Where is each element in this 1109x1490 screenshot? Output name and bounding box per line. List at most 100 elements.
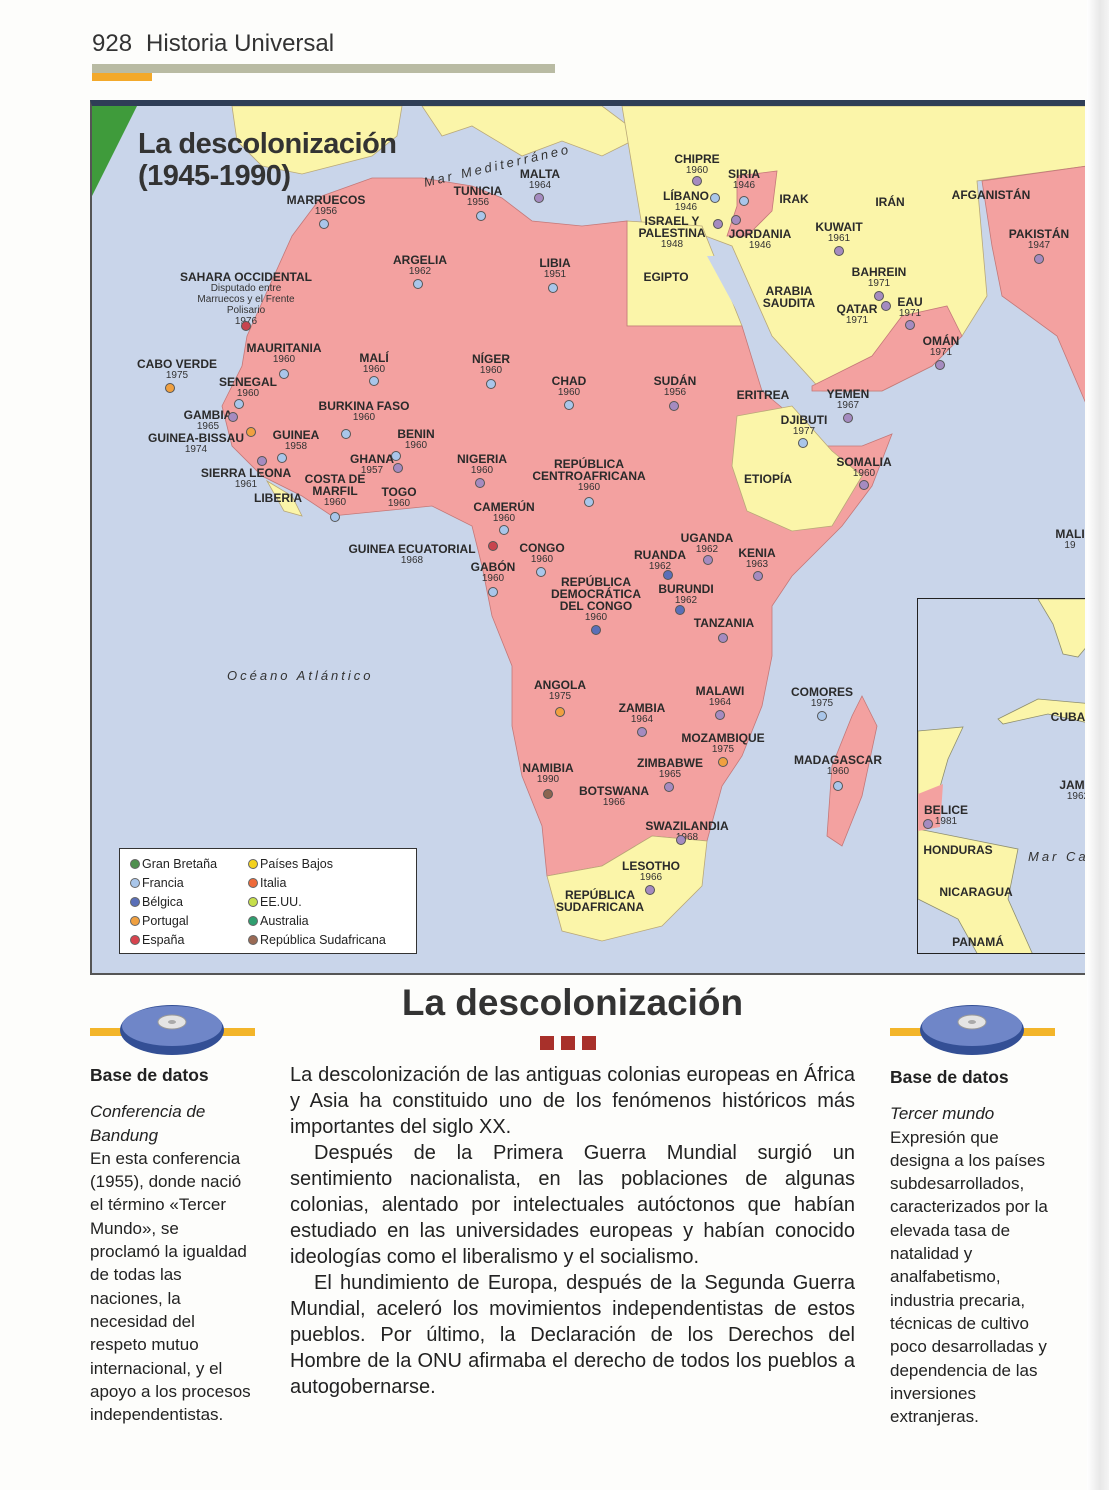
title-corner-accent: [92, 106, 137, 196]
colonizer-dot: [234, 399, 244, 409]
cd-icon: [890, 1005, 1055, 1055]
colonizer-dot: [536, 567, 546, 577]
iberia-land: [231, 106, 403, 175]
country-name: HONDURAS: [923, 843, 993, 857]
colonizer-dot: [675, 605, 685, 615]
country-label: OMÁN 1971: [923, 335, 960, 358]
country-label: BAHREIN 1971: [852, 266, 907, 289]
country-name: RUANDA: [634, 548, 686, 562]
independence-year: 1960: [530, 554, 554, 565]
country-label: SWAZILANDIA 1968: [645, 820, 728, 843]
country-label: SAHARA OCCIDENTAL Disputado entre Marruec…: [180, 271, 312, 327]
independence-year: 1946: [674, 202, 698, 213]
country-label: IRAK: [779, 193, 808, 205]
map-title-line1: La descolonización: [138, 128, 397, 160]
independence-year: 1960: [272, 354, 296, 365]
colonizer-dot: [165, 383, 175, 393]
sidebar-text: Expresión que designa a los países subde…: [890, 1127, 1048, 1427]
yucatan-land: [918, 726, 964, 800]
independence-year: 1960: [362, 364, 386, 375]
colonizer-dot: [833, 781, 843, 791]
country-name: GUINEA-BISSAU: [147, 431, 245, 445]
independence-year: 1971: [845, 315, 869, 326]
country-label: ARABIA SAUDITA: [753, 285, 825, 309]
colonizer-dot: [663, 570, 673, 580]
country-label: RUANDA 1962: [634, 549, 686, 572]
country-label: CABO VERDE 1975: [137, 358, 217, 381]
country-label: REPÚBLICA SUDAFRICANA: [545, 889, 655, 913]
country-name: BAHREIN: [851, 265, 907, 279]
sidebar-left: Base de datos Conferencia de Bandung En …: [90, 1064, 252, 1426]
independence-year: 1965: [658, 769, 682, 780]
country-name: SIRIA: [727, 167, 761, 181]
article-body: La descolonización de las antiguas colon…: [290, 1062, 855, 1400]
independence-year: 1963: [745, 559, 769, 570]
independence-year: 1990: [536, 774, 560, 785]
country-name: SUDÁN: [653, 374, 697, 388]
country-label: MOZAMBIQUE 1975: [681, 732, 764, 755]
country-label: GUINEA 1958: [273, 429, 320, 452]
country-name: BURUNDI: [658, 582, 714, 596]
country-name: UGANDA: [680, 531, 734, 545]
country-name: TOGO: [381, 485, 417, 499]
country-label: GHANA 1957: [350, 453, 394, 476]
country-name: LIBERIA: [254, 491, 302, 505]
italy-balkans-land: [421, 106, 643, 157]
independence-year: 1956: [314, 206, 338, 217]
legend-label: Portugal: [142, 914, 189, 928]
country-name: LÍBANO: [663, 189, 709, 203]
independence-year: 1964: [630, 714, 654, 725]
country-name: ARGELIA: [393, 253, 447, 267]
country-label: BENIN 1960: [397, 428, 434, 451]
colonizer-dot: [718, 757, 728, 767]
independence-year: 1971: [929, 347, 953, 358]
colonizer-dot: [499, 525, 509, 535]
country-name: MALAWI: [695, 684, 745, 698]
legend-dot-icon: [248, 878, 258, 888]
country-label: PANAMÁ: [952, 936, 1004, 948]
colonizer-dot: [645, 885, 655, 895]
sidebar-term: Conferencia de Bandung: [90, 1102, 206, 1145]
colonizer-dot: [413, 279, 423, 289]
independence-year: 1957: [360, 465, 384, 476]
independence-year: 1960: [352, 412, 376, 423]
country-name: CABO VERDE: [136, 357, 218, 371]
inset-shapes: [918, 599, 1085, 953]
colonizer-dot: [731, 215, 741, 225]
colonizer-dot: [555, 707, 565, 717]
country-label: LESOTHO 1966: [622, 860, 680, 883]
country-name: CAMERÚN: [473, 500, 535, 514]
country-name: CONGO: [519, 541, 565, 555]
colonizer-dot: [1034, 254, 1044, 264]
sidebar-right: Base de datos Tercer mundo Expresión que…: [890, 1066, 1050, 1428]
legend-label: Francia: [142, 876, 184, 890]
independence-year: 1960: [492, 513, 516, 524]
country-name: NAMIBIA: [522, 761, 574, 775]
legend-label: EE.UU.: [260, 895, 302, 909]
country-name: ARABIA SAUDITA: [762, 284, 816, 310]
legend-dot-icon: [248, 916, 258, 926]
independence-year: 1947: [1027, 240, 1051, 251]
independence-year: 1971: [898, 308, 922, 319]
country-name: OMÁN: [922, 334, 960, 348]
map-title: La descolonización (1945-1990): [138, 128, 397, 192]
title-ornament: [561, 1036, 575, 1050]
independence-year: 1967: [836, 400, 860, 411]
country-name: TANZANIA: [693, 616, 755, 630]
country-name: IRAK: [779, 192, 809, 206]
country-label: MALAWI 1964: [696, 685, 745, 708]
colonizer-dot: [739, 196, 749, 206]
independence-year: 1975: [165, 370, 189, 381]
colonizer-dot: [486, 379, 496, 389]
colonizer-dot: [859, 480, 869, 490]
country-name: QATAR: [836, 302, 878, 316]
independence-year: 1960: [323, 497, 347, 508]
independence-year: 1962: [648, 561, 672, 572]
country-label: PAKISTÁN 1947: [1009, 228, 1069, 251]
country-name: ERITREA: [736, 388, 790, 402]
article-title: La descolonización: [401, 982, 744, 1023]
sidebar-heading: Base de datos: [90, 1065, 209, 1085]
country-name: EAU: [897, 295, 923, 309]
country-name: BOTSWANA: [579, 784, 649, 798]
